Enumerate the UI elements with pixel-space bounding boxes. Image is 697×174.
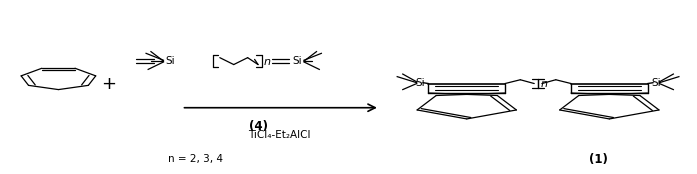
Text: +: + <box>101 74 116 93</box>
Text: (4): (4) <box>249 120 268 133</box>
Text: n = 2, 3, 4: n = 2, 3, 4 <box>168 155 223 164</box>
Text: Si: Si <box>166 56 175 66</box>
Text: Si: Si <box>293 56 302 66</box>
Text: Si: Si <box>415 78 425 88</box>
Text: n: n <box>540 79 547 89</box>
Text: Si: Si <box>651 78 661 88</box>
Text: (1): (1) <box>590 153 608 166</box>
Text: n: n <box>263 57 270 67</box>
Text: TiCl₄-Et₂AlCl: TiCl₄-Et₂AlCl <box>247 130 310 140</box>
